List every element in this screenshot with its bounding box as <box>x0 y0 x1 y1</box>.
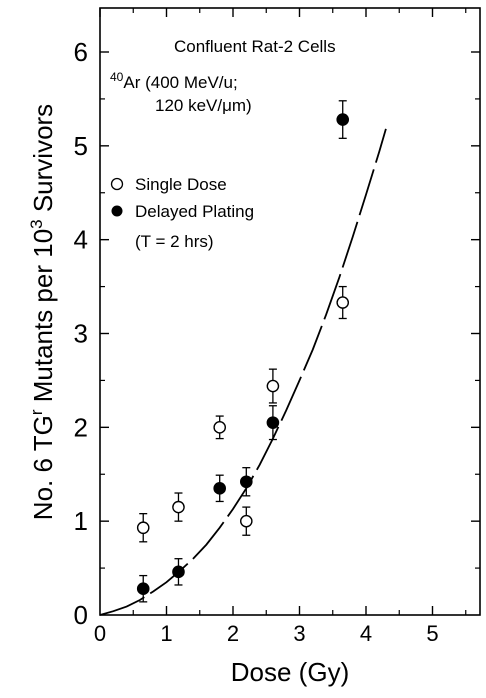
legend-entry-single-dose: Single Dose <box>135 175 227 194</box>
x-tick-label: 0 <box>94 621 106 646</box>
legend-open-circle-marker <box>110 177 124 191</box>
legend-filled-circle-marker <box>111 205 123 217</box>
delayed-plating-point <box>136 582 150 596</box>
delayed-plating-point <box>213 482 226 495</box>
single-dose-point <box>172 500 185 514</box>
delayed-plating-point <box>336 113 350 126</box>
y-tick-label: 2 <box>74 412 88 442</box>
single-dose-point <box>336 296 350 309</box>
y-label-part3: Survivors <box>28 104 58 220</box>
single-dose-point <box>266 379 280 393</box>
x-tick-label: 4 <box>360 621 372 646</box>
single-dose-point <box>239 514 253 528</box>
single-dose-point <box>213 421 226 434</box>
ion-mass-number: 40 <box>110 70 124 84</box>
y-tick-label: 6 <box>74 37 88 67</box>
delayed-plating-point <box>239 475 253 489</box>
marks-layer <box>136 100 350 603</box>
single-dose-point <box>136 521 150 535</box>
x-tick-label: 5 <box>426 621 438 646</box>
x-axis-label: Dose (Gy) <box>231 657 349 687</box>
x-tick-label: 2 <box>227 621 239 646</box>
delayed-plating-point <box>172 565 185 579</box>
y-tick-label: 5 <box>74 131 88 161</box>
legend: Single Dose Delayed Plating (T = 2 hrs) <box>110 175 254 251</box>
legend-entry-delayed-plating: Delayed Plating <box>135 202 254 221</box>
y-axis-label: No. 6 TGr Mutants per 103 Survivors <box>27 104 58 520</box>
let-annotation: 120 keV/μm) <box>155 96 252 115</box>
ticks-layer: 0 1 2 3 4 5 0 1 2 3 4 5 6 <box>74 8 480 646</box>
y-label-part2: Mutants per 10 <box>28 229 58 410</box>
y-tick-label: 4 <box>74 225 88 255</box>
ion-annotation: 40Ar (400 MeV/u; <box>110 70 238 92</box>
y-label-part1: No. 6 TG <box>28 415 58 520</box>
y-label-sup2: 3 <box>27 219 46 228</box>
ion-label: Ar (400 MeV/u; <box>123 73 237 92</box>
y-tick-label: 0 <box>74 600 88 630</box>
y-tick-label: 1 <box>74 506 88 536</box>
plot-frame <box>99 7 481 616</box>
y-label-sup1: r <box>27 409 46 415</box>
y-tick-label: 3 <box>74 319 88 349</box>
delayed-plating-point <box>266 416 280 429</box>
chart-title: Confluent Rat-2 Cells <box>174 37 336 56</box>
x-tick-label: 3 <box>293 621 305 646</box>
legend-note: (T = 2 hrs) <box>135 232 214 251</box>
x-tick-label: 1 <box>160 621 172 646</box>
